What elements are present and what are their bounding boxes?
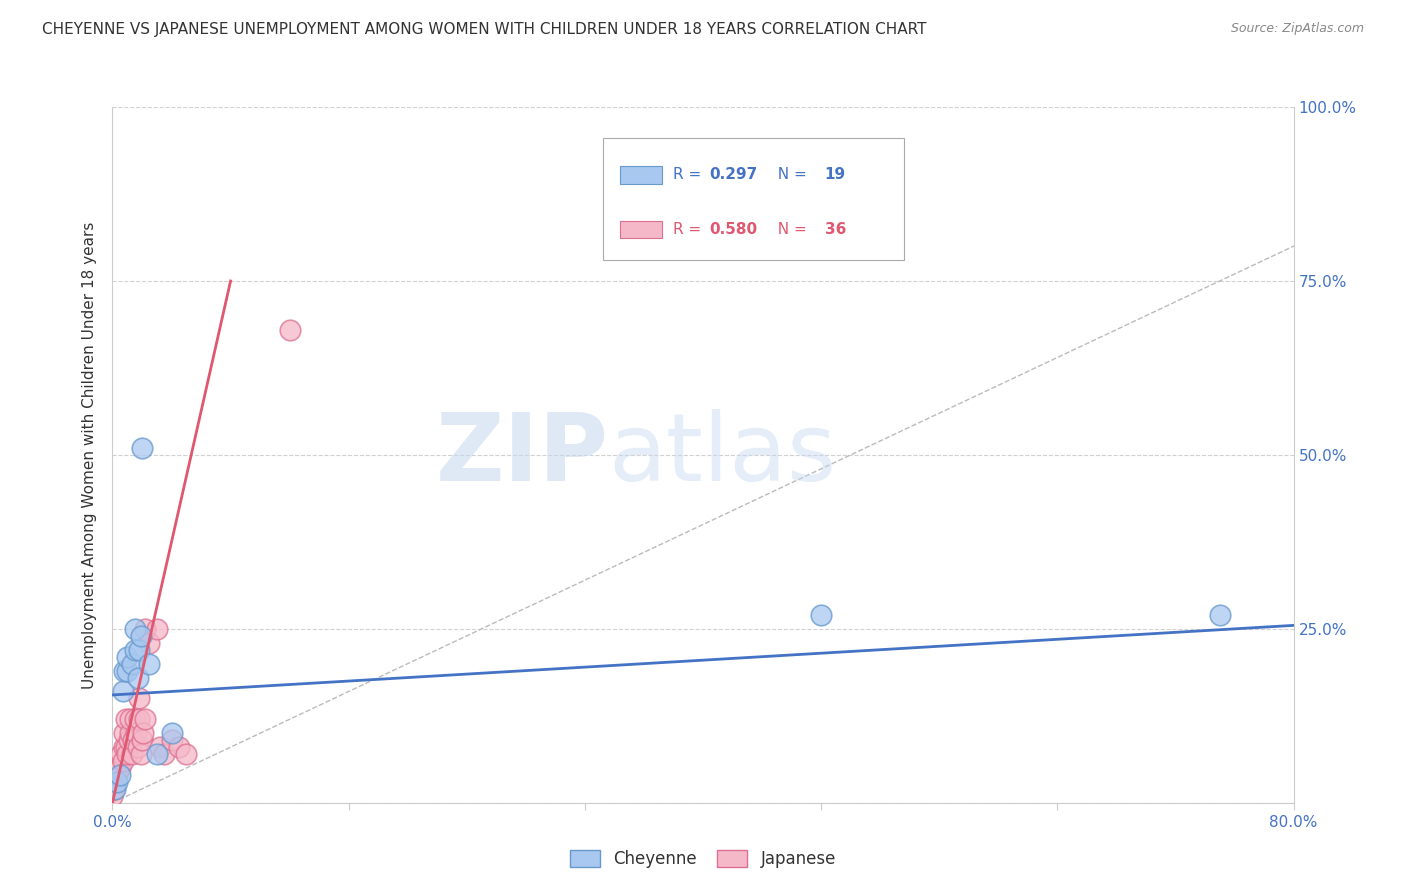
Point bbox=[149, 740, 172, 755]
Text: 36: 36 bbox=[825, 222, 846, 237]
Point bbox=[160, 733, 183, 747]
Point bbox=[146, 747, 169, 761]
Text: N =: N = bbox=[768, 168, 811, 182]
Point bbox=[128, 691, 150, 706]
Point bbox=[111, 684, 134, 698]
Point bbox=[125, 726, 148, 740]
Text: ZIP: ZIP bbox=[436, 409, 609, 501]
Point bbox=[121, 657, 143, 671]
Point bbox=[111, 754, 134, 768]
Point bbox=[114, 740, 136, 755]
Point bbox=[104, 781, 127, 796]
Point bbox=[120, 712, 142, 726]
Point bbox=[134, 712, 156, 726]
Text: atlas: atlas bbox=[609, 409, 837, 501]
Point bbox=[138, 636, 160, 650]
Point bbox=[112, 740, 135, 755]
Point bbox=[138, 657, 160, 671]
Point bbox=[128, 712, 150, 726]
Point bbox=[117, 649, 138, 664]
Text: 0.580: 0.580 bbox=[709, 222, 756, 237]
Point bbox=[120, 726, 142, 740]
Point bbox=[107, 761, 129, 775]
Point bbox=[124, 622, 146, 636]
Text: N =: N = bbox=[768, 222, 811, 237]
Text: 0.297: 0.297 bbox=[709, 168, 758, 182]
Point bbox=[153, 747, 176, 761]
Point bbox=[105, 768, 128, 782]
Point bbox=[122, 733, 145, 747]
Point bbox=[174, 747, 197, 761]
Text: Source: ZipAtlas.com: Source: ZipAtlas.com bbox=[1230, 22, 1364, 36]
Y-axis label: Unemployment Among Women with Children Under 18 years: Unemployment Among Women with Children U… bbox=[82, 221, 97, 689]
Point bbox=[112, 664, 135, 678]
Point bbox=[134, 622, 156, 636]
Point bbox=[108, 768, 131, 782]
Point bbox=[129, 747, 152, 761]
Point bbox=[167, 740, 190, 755]
Point bbox=[146, 622, 169, 636]
Point bbox=[1208, 607, 1232, 622]
Point bbox=[101, 789, 124, 803]
FancyBboxPatch shape bbox=[603, 138, 904, 260]
FancyBboxPatch shape bbox=[620, 166, 662, 184]
Point bbox=[104, 775, 127, 789]
Point bbox=[112, 726, 135, 740]
Point bbox=[160, 726, 183, 740]
Point bbox=[124, 712, 146, 726]
Point bbox=[103, 781, 125, 796]
Point bbox=[131, 441, 153, 455]
Point bbox=[110, 747, 132, 761]
Point bbox=[105, 775, 128, 789]
Point bbox=[278, 323, 301, 337]
Point bbox=[114, 712, 136, 726]
Text: CHEYENNE VS JAPANESE UNEMPLOYMENT AMONG WOMEN WITH CHILDREN UNDER 18 YEARS CORRE: CHEYENNE VS JAPANESE UNEMPLOYMENT AMONG … bbox=[42, 22, 927, 37]
Point bbox=[128, 642, 150, 657]
Point bbox=[117, 664, 138, 678]
Point bbox=[127, 740, 149, 755]
Point bbox=[121, 747, 143, 761]
Point bbox=[132, 726, 155, 740]
Point bbox=[117, 747, 138, 761]
Point bbox=[124, 642, 146, 657]
Point bbox=[108, 761, 131, 775]
Text: R =: R = bbox=[673, 168, 707, 182]
Point bbox=[810, 607, 832, 622]
Point bbox=[129, 629, 152, 643]
Point bbox=[131, 733, 153, 747]
FancyBboxPatch shape bbox=[620, 221, 662, 238]
Legend: Cheyenne, Japanese: Cheyenne, Japanese bbox=[564, 843, 842, 874]
Text: R =: R = bbox=[673, 222, 707, 237]
Text: 19: 19 bbox=[825, 168, 846, 182]
Point bbox=[118, 733, 141, 747]
Point bbox=[127, 671, 149, 685]
